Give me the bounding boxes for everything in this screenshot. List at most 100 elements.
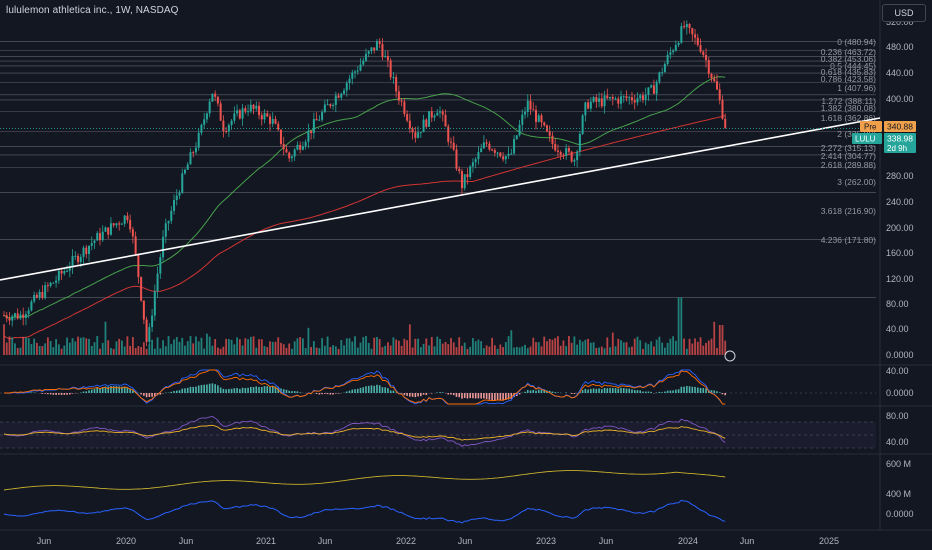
candle-body <box>194 147 197 153</box>
volume-bar <box>537 342 540 355</box>
macd-histogram-bar <box>370 385 373 393</box>
volume-bar <box>354 336 356 355</box>
volume-bar <box>367 342 370 355</box>
volume-bar <box>699 337 702 355</box>
currency-button[interactable]: USD <box>882 4 926 22</box>
candle-body <box>310 130 313 134</box>
candle-body <box>288 152 291 159</box>
volume-bar <box>606 337 609 355</box>
volume-bar <box>592 342 595 355</box>
volume-bar <box>79 337 82 355</box>
macd-histogram-bar <box>455 393 458 397</box>
volume-bar <box>356 347 359 355</box>
volume-bar <box>359 342 362 355</box>
volume-bar <box>192 343 195 355</box>
obv-axis-label: 400 M <box>886 489 911 499</box>
candle-body <box>354 71 357 73</box>
macd-histogram-bar <box>66 393 68 395</box>
candle-body <box>565 148 568 156</box>
volume-bar <box>557 336 559 355</box>
last-badge-label: LULU <box>855 135 876 144</box>
macd-histogram-bar <box>233 388 236 393</box>
volume-bar <box>488 346 491 355</box>
volume-bar <box>219 348 222 355</box>
volume-bar <box>370 348 373 355</box>
volume-bar <box>269 341 271 355</box>
candle-body <box>397 91 400 101</box>
macd-histogram-bar <box>595 388 598 393</box>
volume-bar <box>663 347 666 355</box>
macd-histogram-bar <box>332 393 334 395</box>
macd-histogram-bar <box>159 393 162 395</box>
candle-body <box>334 95 337 105</box>
candle-body <box>3 315 5 317</box>
candle-body <box>22 314 25 318</box>
volume-bar <box>452 342 455 355</box>
volume-bar <box>321 338 324 355</box>
macd-histogram-bar <box>296 391 299 393</box>
candle-body <box>123 215 126 224</box>
candle-body <box>444 114 447 127</box>
candle-body <box>628 97 631 99</box>
candle-body <box>348 78 351 84</box>
candle-body <box>164 223 167 237</box>
macd-histogram-bar <box>702 388 705 393</box>
macd-histogram-bar <box>584 388 587 393</box>
volume-bar <box>211 345 214 355</box>
volume-bar <box>110 348 112 355</box>
macd-histogram-bar <box>543 390 546 393</box>
candle-body <box>535 109 537 122</box>
macd-histogram-bar <box>699 388 702 393</box>
volume-bar <box>581 341 584 355</box>
volume-bar <box>639 340 642 355</box>
volume-bar <box>576 344 579 355</box>
candle-body <box>282 143 285 150</box>
macd-histogram-bar <box>299 392 301 393</box>
volume-bar <box>178 341 181 355</box>
volume-bar <box>288 343 291 355</box>
volume-bar <box>551 339 554 355</box>
candle-body <box>38 291 41 298</box>
volume-bar <box>33 338 36 355</box>
macd-histogram-bar <box>414 393 417 398</box>
volume-bar <box>584 339 587 355</box>
macd-histogram-bar <box>680 386 683 393</box>
price-axis-label: 240.00 <box>886 197 914 207</box>
fib-level-label: 4.236 (171.80) <box>821 235 876 245</box>
volume-bar <box>485 345 488 355</box>
volume-bar <box>570 342 573 355</box>
volume-bar <box>589 342 592 355</box>
macd-histogram-bar <box>140 393 142 395</box>
volume-bar <box>540 346 543 355</box>
volume-bar <box>266 347 269 355</box>
macd-histogram-bar <box>420 393 422 397</box>
candle-body <box>364 53 367 61</box>
pre-badge-label: Pre <box>864 123 877 132</box>
macd-histogram-bar <box>505 393 507 401</box>
macd-histogram-bar <box>677 389 680 393</box>
candle-body <box>236 110 239 114</box>
macd-histogram-bar <box>686 385 688 393</box>
candle-body <box>677 42 680 46</box>
volume-bar <box>189 335 192 355</box>
volume-bar <box>669 338 672 355</box>
candle-body <box>507 153 510 157</box>
candle-body <box>620 96 623 104</box>
macd-histogram-bar <box>274 386 277 393</box>
volume-bar <box>373 337 376 355</box>
volume-bar <box>181 337 184 355</box>
candle-body <box>162 236 165 258</box>
candle-body <box>255 105 258 109</box>
candle-body <box>389 60 392 78</box>
last-badge-label-bg <box>852 133 882 144</box>
volume-bar <box>611 332 614 355</box>
candle-body <box>79 256 82 263</box>
volume-bar <box>502 347 504 355</box>
volume-bar <box>203 348 206 355</box>
volume-bar <box>326 336 329 355</box>
candle-body <box>208 101 211 114</box>
candle-body <box>173 200 176 211</box>
candle-body <box>474 159 477 163</box>
volume-bar <box>496 348 499 355</box>
